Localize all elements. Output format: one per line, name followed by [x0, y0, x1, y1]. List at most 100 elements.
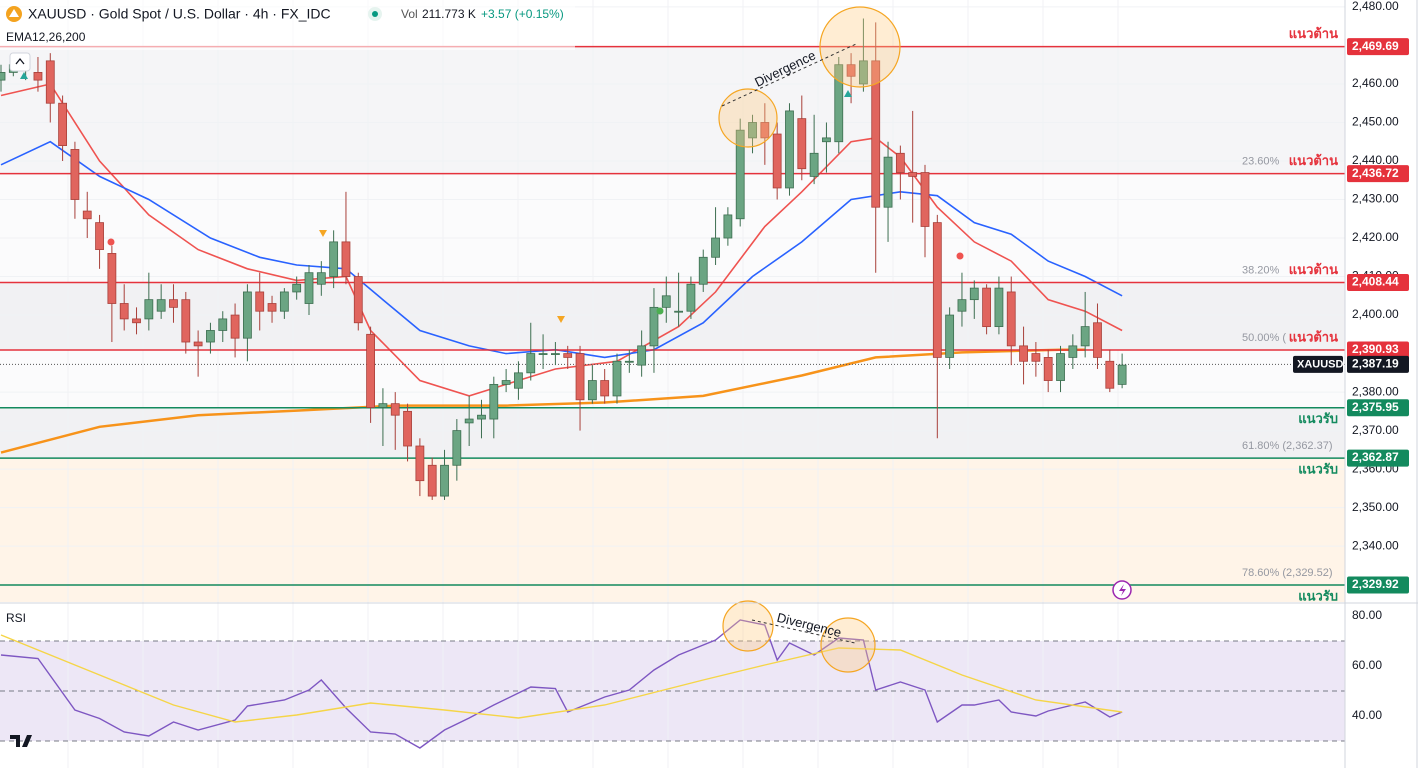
candle-body: [686, 283, 696, 312]
candle-body: [760, 122, 770, 139]
level-text: แนวต้าน: [1289, 262, 1338, 277]
candle-body: [33, 72, 43, 81]
fib-label: 50.00% (: [1242, 332, 1286, 344]
fib-label: 23.60%: [1242, 156, 1280, 168]
candle-body: [193, 341, 203, 347]
y-tick-label: 2,480.00: [1352, 0, 1399, 13]
candle-body: [723, 214, 733, 239]
level-price-box: [1347, 165, 1409, 183]
candle-body: [353, 276, 363, 324]
level-price-box: [1347, 341, 1409, 359]
fib-label: 38.20%: [1242, 264, 1280, 276]
signal-marker: [20, 72, 28, 79]
fib-label: 61.80% (2,362.37): [1242, 440, 1333, 452]
candle-body: [0, 72, 6, 81]
indicator-legend[interactable]: EMA12,26,200: [6, 30, 86, 44]
y-tick-label: 2,460.00: [1352, 76, 1399, 90]
signal-marker: [319, 230, 327, 237]
eye-icon-dot: [372, 11, 378, 17]
y-tick-label: 2,350.00: [1352, 500, 1399, 514]
zone: [0, 407, 1345, 459]
collapse-button[interactable]: [9, 52, 31, 72]
collapse-icon: [15, 57, 25, 65]
level-price-box: [1347, 449, 1409, 467]
candle-body: [587, 380, 597, 401]
candle-body: [82, 210, 92, 220]
level-text: แนวรับ: [1298, 588, 1338, 603]
y-tick-label: 2,430.00: [1352, 192, 1399, 206]
candle-body: [514, 372, 523, 389]
candle-body: [427, 464, 437, 497]
symbol-title[interactable]: XAUUSD · Gold Spot / U.S. Dollar · 4h · …: [28, 6, 331, 22]
candle-body: [834, 64, 844, 143]
candle-body: [156, 299, 166, 312]
candle-body: [242, 291, 252, 339]
signal-marker: [557, 316, 565, 323]
candle-body: [304, 272, 314, 304]
candle-body: [982, 287, 991, 328]
pane-title[interactable]: RSI: [6, 611, 26, 625]
candle-body: [908, 172, 918, 177]
level-price-box: [1347, 38, 1409, 56]
y-tick-label: 80.00: [1352, 608, 1382, 622]
candle-body: [575, 353, 585, 401]
candle-body: [563, 353, 573, 358]
candle-body: [1043, 357, 1053, 381]
level-price-label: 2,408.44: [1352, 275, 1399, 289]
candle-body: [895, 152, 905, 173]
y-tick-label: 2,440.00: [1352, 153, 1399, 167]
candle-body: [797, 118, 807, 170]
candle-body: [230, 314, 240, 339]
level-text: แนวรับ: [1298, 462, 1338, 477]
candle-body: [698, 256, 708, 285]
symbol-box: [1293, 355, 1343, 373]
candle-body: [415, 445, 425, 482]
level-text: แนวต้าน: [1289, 26, 1338, 41]
y-tick-label: 40.00: [1352, 708, 1382, 722]
candle-body: [822, 137, 831, 143]
level-price-label: 2,329.92: [1352, 577, 1399, 591]
highlight-circle: [722, 600, 774, 652]
candle-body: [1105, 360, 1115, 389]
candle-body: [390, 403, 400, 416]
candle-body: [711, 237, 720, 258]
last-price-box: [1347, 355, 1409, 373]
y-tick-label: 2,450.00: [1352, 115, 1399, 129]
y-tick-label: 2,380.00: [1352, 384, 1399, 398]
candle-body: [1117, 364, 1127, 385]
rsi-line: [0, 619, 1123, 749]
candle-body: [932, 222, 942, 358]
candle-body: [132, 318, 141, 324]
level-price-box: [1347, 274, 1409, 292]
zone: [0, 46, 1345, 174]
candle-body: [920, 172, 930, 227]
tv-logo[interactable]: [10, 735, 32, 747]
signal-marker: [844, 90, 852, 97]
symbol-logo-glyph: [9, 9, 19, 17]
fib-label: 78.60% (2,329.52): [1242, 567, 1333, 579]
candle-body: [181, 299, 191, 343]
candle-body: [624, 360, 634, 363]
plot: [0, 18, 1345, 749]
candle-body: [661, 295, 671, 308]
candle-body: [600, 380, 610, 397]
vol-label: Vol: [401, 7, 418, 21]
candle-body: [144, 299, 154, 320]
candle-body: [1068, 345, 1078, 358]
candle-body: [489, 383, 499, 420]
candle-body: [45, 60, 55, 104]
candle-body: [452, 430, 462, 466]
candle-body: [292, 283, 302, 293]
candle-body: [316, 272, 326, 285]
candle-body: [735, 129, 745, 220]
last-price-label: 2,387.19: [1352, 357, 1399, 371]
vol-value: 211.773 K: [422, 7, 476, 21]
candle-body: [464, 418, 474, 424]
level-price-label: 2,362.87: [1352, 450, 1399, 464]
candle-body: [329, 241, 339, 277]
candle-body: [674, 310, 683, 313]
candle-body: [871, 60, 881, 208]
candle-body: [58, 102, 67, 146]
zones: [0, 46, 1345, 741]
